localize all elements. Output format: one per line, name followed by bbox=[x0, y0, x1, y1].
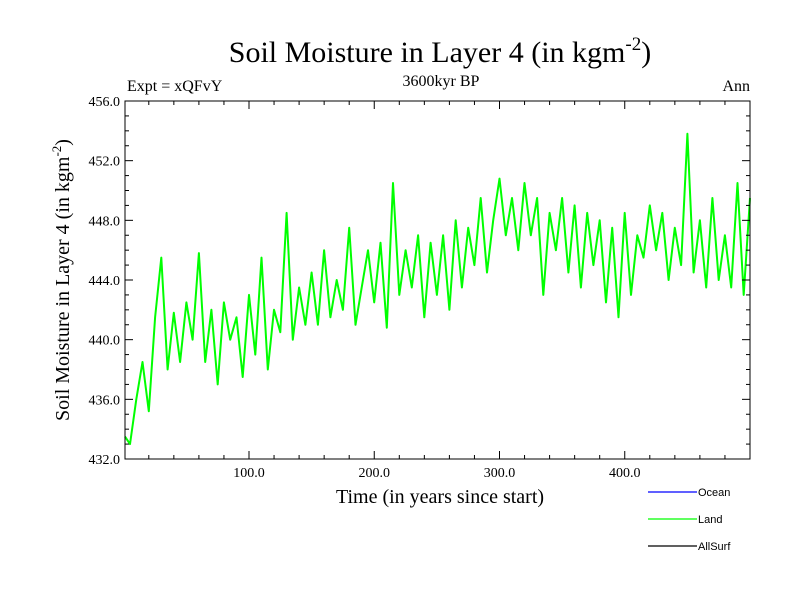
y-axis-label-superscript: -2 bbox=[49, 146, 64, 157]
chart-title: Soil Moisture in Layer 4 (in kgm-2) bbox=[229, 34, 651, 69]
period-label: 3600kyr BP bbox=[403, 73, 480, 90]
y-tick-label: 444.0 bbox=[89, 274, 121, 289]
y-axis-label: Soil Moisture in Layer 4 (in kgm-2) bbox=[49, 139, 74, 421]
y-tick-label: 432.0 bbox=[89, 453, 121, 468]
series-line-land bbox=[124, 132, 751, 446]
legend-label-allsurf: AllSurf bbox=[698, 541, 731, 553]
experiment-label: Expt = xQFvY bbox=[127, 78, 223, 95]
y-tick-label: 448.0 bbox=[89, 214, 121, 229]
x-axis-label: Time (in years since start) bbox=[336, 486, 544, 508]
y-axis-label-close: ) bbox=[52, 139, 74, 146]
x-tick-label: 200.0 bbox=[358, 466, 390, 481]
y-tick-label: 436.0 bbox=[89, 393, 121, 408]
chart-title-close: ) bbox=[641, 36, 651, 69]
chart-title-superscript: -2 bbox=[625, 34, 641, 55]
chart-title-main: Soil Moisture in Layer 4 (in kgm bbox=[229, 36, 626, 69]
y-tick-label: 440.0 bbox=[89, 334, 121, 349]
x-tick-label: 300.0 bbox=[484, 466, 516, 481]
series-layer bbox=[124, 132, 751, 446]
axis-ticks: 432.0 436.0 440.0 444.0 448.0 452.0 456.0 100.0… bbox=[89, 95, 751, 481]
legend-label-ocean: Ocean bbox=[698, 487, 730, 499]
y-tick-label: 456.0 bbox=[89, 95, 121, 110]
season-label: Ann bbox=[722, 78, 750, 95]
y-axis-label-main: Soil Moisture in Layer 4 (in kgm bbox=[52, 156, 74, 421]
y-tick-label: 452.0 bbox=[89, 155, 121, 170]
legend-label-land: Land bbox=[698, 514, 722, 526]
x-tick-label: 400.0 bbox=[609, 466, 641, 481]
x-tick-label: 100.0 bbox=[233, 466, 265, 481]
legend: Ocean Land AllSurf bbox=[648, 487, 731, 553]
